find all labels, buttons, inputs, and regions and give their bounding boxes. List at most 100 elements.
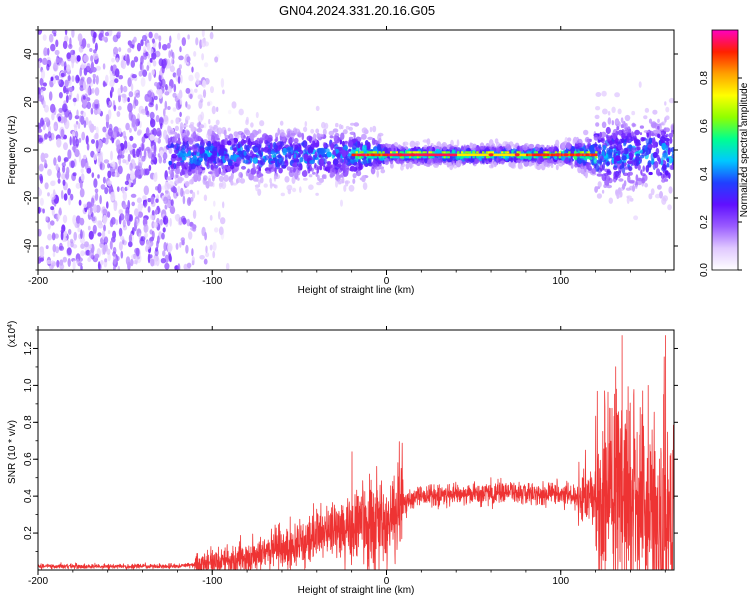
heatmap-noise-blob <box>46 259 52 265</box>
heatmap-noise-blob <box>117 165 123 175</box>
heatmap-band-cell <box>312 171 316 175</box>
heatmap-band-cell <box>280 192 285 197</box>
heatmap-band-cell <box>626 155 630 160</box>
heatmap-noise-blob <box>109 80 115 87</box>
heatmap-noise-blob <box>130 83 134 92</box>
heatmap-core-cell <box>418 153 422 157</box>
heatmap-noise-blob <box>168 146 173 154</box>
heatmap-band-cell <box>166 176 173 181</box>
heatmap-noise-blob <box>164 91 170 96</box>
heatmap-band-cell <box>171 153 178 159</box>
heatmap-core-cell <box>506 153 510 157</box>
heatmap-noise-blob <box>185 115 191 121</box>
heatmap-band-cell <box>456 139 460 147</box>
heatmap-noise-blob <box>115 57 119 63</box>
heatmap-noise-blob <box>148 31 153 39</box>
heatmap-band-cell <box>247 147 250 151</box>
heatmap-noise-blob <box>175 242 179 249</box>
heatmap-noise-blob <box>166 61 172 69</box>
heatmap-noise-blob <box>69 238 74 244</box>
heatmap-core-cell <box>449 153 452 157</box>
heatmap-band-cell <box>623 142 626 147</box>
heatmap-band-cell <box>613 149 616 155</box>
heatmap-noise-blob <box>125 213 130 221</box>
heatmap-noise-blob <box>77 77 80 82</box>
heatmap-core-cell <box>551 153 554 157</box>
heatmap-band-cell <box>326 151 332 158</box>
heatmap-noise-blob <box>132 148 136 158</box>
heatmap-noise-blob <box>48 33 54 43</box>
heatmap-core-cell <box>587 153 590 157</box>
heatmap-noise-blob <box>104 138 109 145</box>
heatmap-noise-blob <box>44 117 50 123</box>
heatmap-band-cell <box>284 176 290 183</box>
heatmap-core-edge <box>568 156 571 159</box>
heatmap-noise-blob <box>94 42 98 51</box>
heatmap-core-cell <box>501 153 504 157</box>
heatmap-band-cell <box>670 123 674 131</box>
heatmap-band-cell <box>222 148 228 155</box>
heatmap-band-cell <box>565 141 571 150</box>
heatmap-band-cell <box>332 128 339 133</box>
heatmap-noise-blob <box>102 176 106 184</box>
heatmap-noise-blob <box>125 159 129 165</box>
heatmap-band-cell <box>599 131 603 138</box>
heatmap-noise-blob <box>43 153 49 159</box>
colorbar: 0.0 0.2 0.4 0.6 0.8 Normalized spectral ampl… <box>699 29 750 277</box>
heatmap-noise-blob <box>54 49 60 56</box>
heatmap-core-cell <box>547 153 550 157</box>
heatmap-band-cell <box>657 118 660 123</box>
heatmap-band-cell <box>623 121 626 130</box>
heatmap-band-cell <box>510 157 514 163</box>
heatmap-band-cell <box>644 146 647 151</box>
heatmap-noise-blob <box>62 40 68 50</box>
heatmap-band-cell <box>245 129 251 136</box>
heatmap-core-edge <box>445 156 448 159</box>
heatmap-band-cell <box>660 136 666 144</box>
heatmap-band-cell <box>293 137 299 144</box>
heatmap-band-cell <box>598 144 602 149</box>
heatmap-noise-blob <box>146 65 150 71</box>
heatmap-core-edge <box>443 156 446 159</box>
heatmap-noise-blob <box>38 206 41 214</box>
heatmap-core-cell <box>365 153 368 157</box>
heatmap-noise-blob <box>110 86 114 93</box>
heatmap-noise-blob <box>128 111 133 121</box>
heatmap-band-cell <box>644 182 648 188</box>
heatmap-noise-blob <box>55 163 59 171</box>
heatmap-band-cell <box>233 166 239 173</box>
heatmap-band-cell <box>570 162 574 169</box>
heatmap-band-cell <box>469 142 473 149</box>
heatmap-core-cell <box>466 153 469 157</box>
heatmap-band-cell <box>555 139 560 147</box>
heatmap-noise-blob <box>129 214 133 222</box>
heatmap-noise-blob <box>75 182 81 189</box>
heatmap-noise-blob <box>151 210 155 216</box>
heatmap-core-cell <box>441 153 445 157</box>
heatmap-core-edge <box>518 151 521 154</box>
heatmap-band-cell <box>493 161 497 168</box>
heatmap-core-edge <box>579 151 583 154</box>
heatmap-noise-blob <box>50 220 55 226</box>
heatmap-band-cell <box>617 129 624 136</box>
heatmap-noise-blob <box>118 215 122 225</box>
heatmap-core-edge <box>460 156 464 159</box>
heatmap-noise-blob <box>186 56 191 63</box>
heatmap-noise-blob <box>122 219 126 228</box>
heatmap-noise-blob <box>63 193 68 201</box>
heatmap-noise-blob <box>64 30 68 36</box>
heatmap-band-cell <box>519 145 523 153</box>
heatmap-core-cell <box>474 153 477 157</box>
heatmap-noise-blob <box>133 219 138 229</box>
heatmap-band-cell <box>217 162 222 167</box>
heatmap-band-cell <box>602 163 605 171</box>
heatmap-band-cell <box>310 128 315 134</box>
heatmap-band-cell <box>190 163 196 170</box>
heatmap-core-edge <box>382 151 385 154</box>
heatmap-band-cell <box>302 149 307 155</box>
heatmap-noise-blob <box>142 50 148 60</box>
heatmap-core-cell <box>470 153 473 157</box>
heatmap-noise-blob <box>88 249 94 259</box>
heatmap-band-cell <box>512 144 516 149</box>
heatmap-band-cell <box>595 106 601 111</box>
